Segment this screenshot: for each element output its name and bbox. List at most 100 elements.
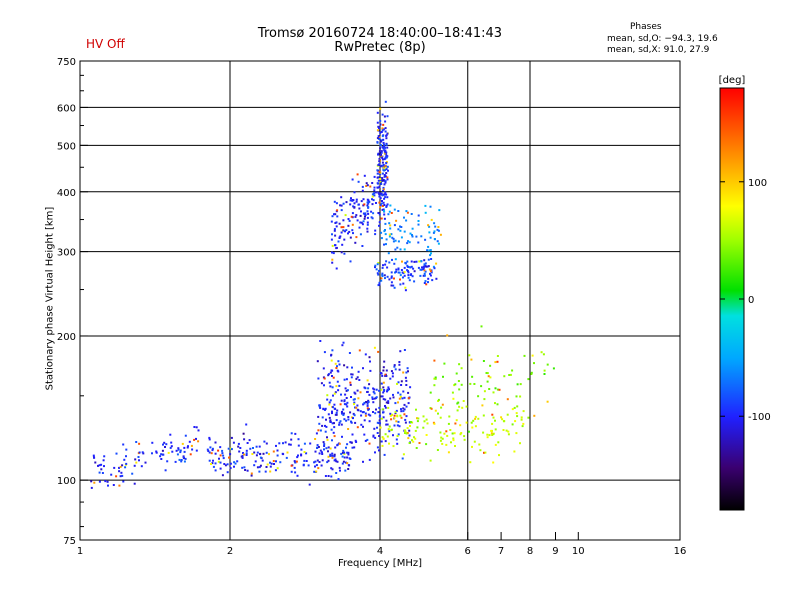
data-point	[356, 219, 359, 222]
data-point	[423, 259, 426, 262]
data-point	[246, 442, 249, 444]
data-point	[258, 445, 261, 448]
data-point	[366, 184, 369, 187]
data-point	[338, 237, 341, 239]
data-point	[110, 473, 113, 476]
data-point	[402, 276, 404, 279]
data-point	[360, 423, 363, 426]
data-point	[359, 214, 362, 217]
data-point	[343, 252, 346, 255]
data-point	[317, 446, 320, 448]
data-point	[546, 400, 549, 403]
data-point	[457, 380, 460, 382]
data-point	[331, 251, 333, 254]
data-point	[302, 463, 305, 466]
hv-status-label: HV Off	[86, 37, 125, 51]
data-point	[344, 469, 347, 472]
data-point	[530, 373, 533, 375]
data-point	[385, 134, 388, 137]
data-point	[340, 204, 343, 207]
data-point	[378, 224, 380, 227]
data-point	[161, 449, 164, 452]
data-point	[342, 229, 345, 232]
data-point	[384, 165, 387, 168]
data-point	[445, 443, 448, 446]
data-point	[214, 452, 217, 455]
data-point	[397, 401, 399, 404]
x-tick-label: 2	[227, 546, 233, 557]
data-point	[393, 365, 396, 368]
data-point	[219, 446, 222, 449]
data-point	[459, 433, 462, 436]
data-point	[386, 115, 389, 118]
data-point	[340, 399, 343, 402]
data-point	[397, 433, 400, 436]
data-point	[107, 484, 109, 487]
axis-ticks: 1 2 4 6 7 8 9 10 16 75 100 200 300 400 500 600 750	[57, 57, 686, 557]
data-point	[327, 455, 330, 458]
data-point	[294, 461, 297, 464]
data-point	[355, 441, 358, 443]
data-point	[317, 377, 320, 380]
data-point	[543, 373, 546, 375]
data-point	[410, 273, 413, 276]
data-point	[377, 269, 380, 272]
data-point	[335, 460, 338, 463]
data-point	[385, 168, 388, 171]
data-point	[294, 471, 297, 474]
data-point	[501, 418, 504, 421]
data-point	[509, 373, 512, 376]
data-point	[374, 436, 377, 439]
data-point	[256, 466, 259, 469]
data-point	[367, 206, 370, 209]
data-point	[425, 418, 428, 421]
data-point	[454, 445, 456, 447]
data-point	[386, 176, 389, 179]
data-point	[346, 451, 349, 454]
data-point	[385, 260, 388, 263]
data-point	[385, 238, 388, 241]
data-point	[395, 438, 398, 441]
data-point	[515, 395, 518, 398]
data-point	[345, 446, 347, 449]
chart-title: Tromsø 20160724 18:40:00–18:41:43	[257, 26, 503, 41]
data-point	[171, 450, 174, 453]
data-point	[93, 481, 96, 484]
data-point	[458, 388, 461, 391]
data-point	[341, 435, 343, 438]
data-point	[396, 382, 398, 385]
data-point	[386, 165, 389, 168]
data-point	[380, 417, 383, 420]
data-point	[425, 434, 428, 436]
data-point	[358, 207, 361, 210]
data-point	[335, 385, 338, 388]
data-point	[496, 403, 499, 406]
data-point	[384, 191, 387, 194]
data-point	[326, 438, 329, 441]
data-point	[327, 373, 330, 376]
data-point	[342, 202, 345, 205]
data-point	[334, 458, 337, 461]
data-point	[324, 424, 326, 427]
data-point	[356, 404, 359, 407]
data-point	[367, 399, 370, 402]
data-point	[318, 404, 321, 407]
data-point	[429, 391, 432, 394]
data-point	[334, 213, 337, 216]
data-point	[387, 386, 390, 389]
data-point	[374, 266, 376, 269]
data-point	[469, 461, 472, 464]
data-point	[403, 349, 406, 351]
data-point	[347, 232, 349, 235]
data-point	[386, 146, 389, 149]
data-point	[334, 244, 337, 247]
data-point	[433, 384, 436, 387]
data-point	[327, 475, 330, 477]
data-point	[397, 228, 400, 231]
data-point	[354, 406, 356, 409]
data-point	[241, 456, 244, 459]
data-point	[405, 210, 408, 213]
data-point	[465, 405, 468, 408]
data-point	[325, 447, 328, 450]
data-point	[337, 240, 340, 243]
